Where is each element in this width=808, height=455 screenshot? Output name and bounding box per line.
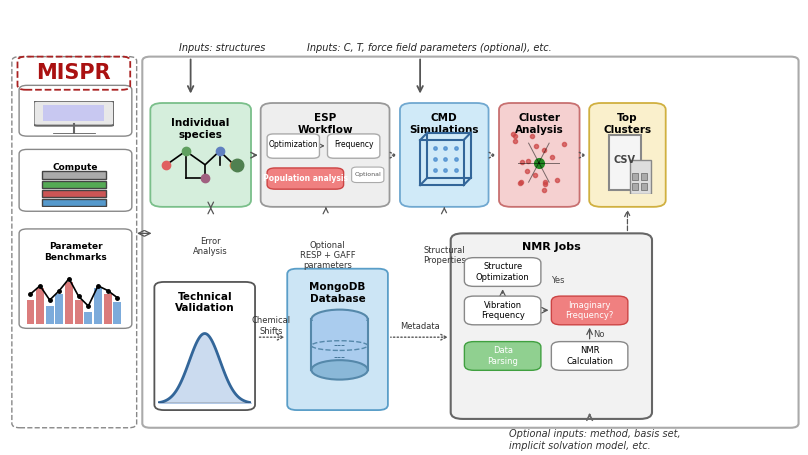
FancyBboxPatch shape <box>327 134 380 158</box>
FancyBboxPatch shape <box>465 342 541 370</box>
FancyBboxPatch shape <box>267 168 343 189</box>
FancyBboxPatch shape <box>267 134 319 158</box>
Text: Yes: Yes <box>551 276 565 285</box>
Text: Vibration
Frequency: Vibration Frequency <box>481 301 524 320</box>
FancyBboxPatch shape <box>465 296 541 325</box>
FancyBboxPatch shape <box>19 229 132 329</box>
Text: Chemical
Shifts: Chemical Shifts <box>251 316 291 336</box>
Text: Structure
Optimization: Structure Optimization <box>476 263 529 282</box>
FancyBboxPatch shape <box>451 233 652 419</box>
Text: Optional: Optional <box>355 172 381 177</box>
FancyBboxPatch shape <box>465 258 541 286</box>
Text: Cluster
Analysis: Cluster Analysis <box>515 113 564 135</box>
FancyBboxPatch shape <box>400 103 489 207</box>
Text: Inputs: C, T, force field parameters (optional), etc.: Inputs: C, T, force field parameters (op… <box>307 43 552 53</box>
Text: Optional inputs: method, basis set,
implicit solvation model, etc.: Optional inputs: method, basis set, impl… <box>509 429 680 451</box>
Text: NMR
Calculation: NMR Calculation <box>566 346 613 366</box>
Text: ESP
Workflow: ESP Workflow <box>297 113 353 135</box>
FancyBboxPatch shape <box>19 86 132 136</box>
Text: MongoDB
Database: MongoDB Database <box>309 282 366 303</box>
FancyBboxPatch shape <box>551 296 628 325</box>
FancyBboxPatch shape <box>551 342 628 370</box>
FancyBboxPatch shape <box>154 282 255 410</box>
Text: Error
Analysis: Error Analysis <box>193 237 228 256</box>
Text: Data
Parsing: Data Parsing <box>487 346 518 366</box>
FancyBboxPatch shape <box>499 103 579 207</box>
Text: Imaginary
Frequency?: Imaginary Frequency? <box>566 301 614 320</box>
Text: Frequency: Frequency <box>334 141 373 150</box>
Text: Compute
Resources: Compute Resources <box>49 162 102 182</box>
Text: Optional
RESP + GAFF
parameters: Optional RESP + GAFF parameters <box>300 241 356 270</box>
FancyBboxPatch shape <box>150 103 251 207</box>
Text: Individual
species: Individual species <box>171 118 229 140</box>
Text: Inputs: structures: Inputs: structures <box>179 43 265 53</box>
Text: CMD
Simulations: CMD Simulations <box>410 113 479 135</box>
Text: Top
Clusters: Top Clusters <box>604 113 651 135</box>
Text: NMR Jobs: NMR Jobs <box>522 242 581 252</box>
FancyBboxPatch shape <box>287 269 388 410</box>
FancyBboxPatch shape <box>19 149 132 211</box>
Text: Metadata: Metadata <box>400 322 440 331</box>
Text: Structural
Properties: Structural Properties <box>423 246 465 265</box>
Text: No: No <box>593 330 604 339</box>
FancyBboxPatch shape <box>142 56 798 428</box>
Text: Parameter
Benchmarks: Parameter Benchmarks <box>44 242 107 262</box>
Text: Optional: Optional <box>354 177 384 183</box>
Text: Optimization: Optimization <box>268 141 318 150</box>
Text: Technical
Validation: Technical Validation <box>175 292 234 313</box>
Text: Population analysis: Population analysis <box>263 174 348 182</box>
FancyBboxPatch shape <box>589 103 666 207</box>
Text: MISPR: MISPR <box>36 63 112 83</box>
Text: Job
Definition: Job Definition <box>50 105 101 124</box>
FancyBboxPatch shape <box>261 103 389 207</box>
FancyBboxPatch shape <box>351 167 384 182</box>
